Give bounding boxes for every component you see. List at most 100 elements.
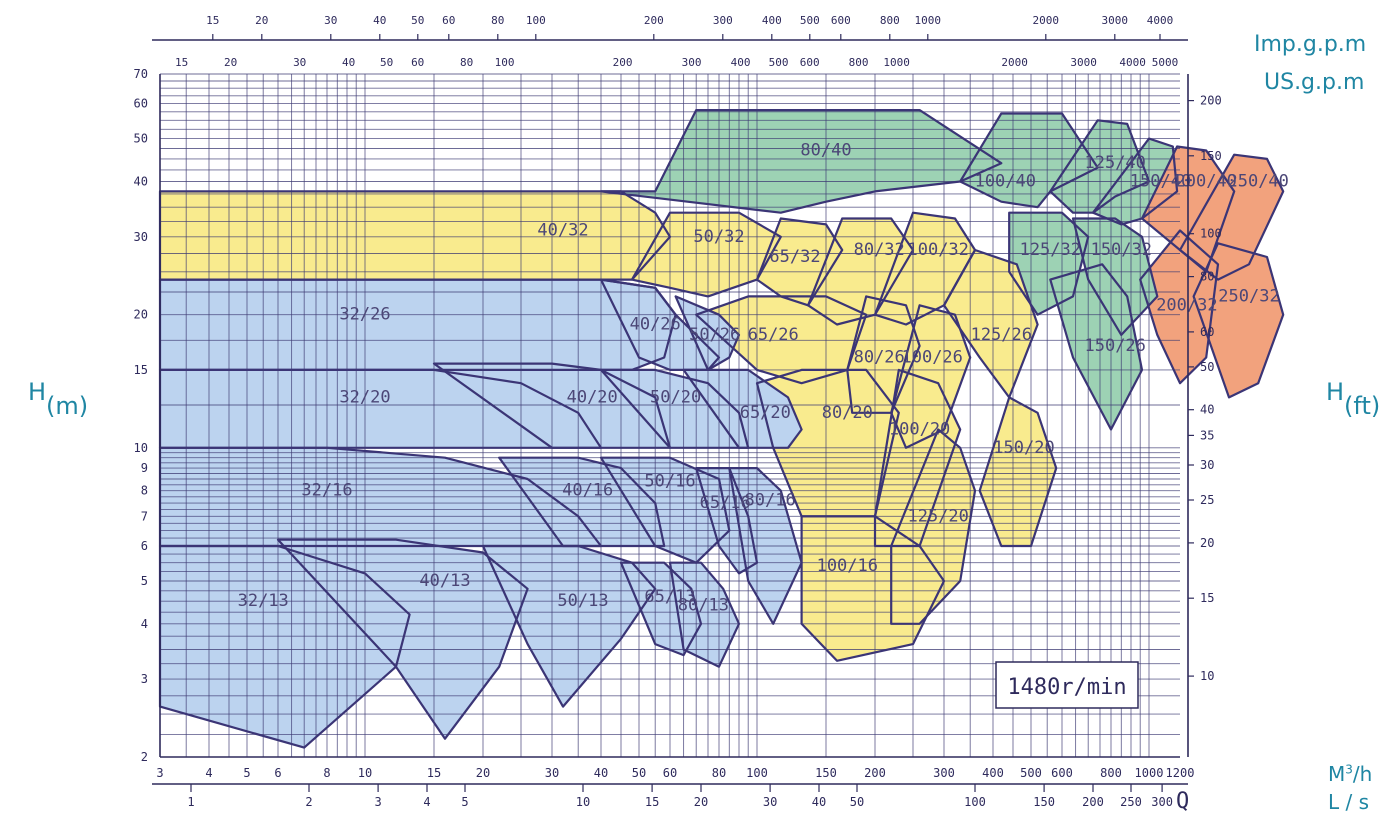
region-40-26-fill [601, 279, 719, 370]
region-125-26-fill [944, 250, 1038, 398]
x-tick-impgpm: 300 [713, 14, 733, 27]
y-tick-m: 9 [141, 461, 148, 475]
head-ft-main: H [1326, 378, 1345, 406]
y-tick-m: 2 [141, 750, 148, 764]
region-label-125-20: 125/20 [907, 506, 968, 526]
region-outlines [158, 108, 1285, 749]
region-125-32-outline [1008, 211, 1090, 316]
region-150-20-fill [979, 397, 1057, 546]
y-tick-ft: 150 [1200, 149, 1222, 163]
y-tick-ft: 30 [1200, 458, 1214, 472]
region-80-20-outline [755, 368, 900, 518]
x-tick-impgpm: 1000 [915, 14, 942, 27]
region-40-32-fill [160, 191, 670, 280]
region-label-80-40: 80/40 [800, 141, 851, 161]
x-tick-ls: 3 [374, 795, 381, 809]
region-150-26-outline [1049, 263, 1144, 431]
region-125-20-outline [890, 428, 977, 625]
region-label-32-13: 32/13 [238, 591, 289, 611]
y-tick-ft: 50 [1200, 360, 1214, 374]
x-tick-ls: 1 [187, 795, 194, 809]
x-tick-m3h: 1200 [1166, 766, 1195, 780]
y-tick-ft: 200 [1200, 94, 1222, 108]
x-tick-impgpm: 100 [526, 14, 546, 27]
x-tick-usgpm: 80 [460, 56, 473, 69]
x-tick-impgpm: 500 [800, 14, 820, 27]
region-label-32-16: 32/16 [301, 481, 352, 501]
region-label-32-20: 32/20 [339, 387, 390, 407]
region-32-13-outline [158, 544, 411, 749]
region-label-250-40: 250/40 [1227, 172, 1288, 192]
x-tick-m3h: 40 [594, 766, 608, 780]
region-50-16-outline [599, 456, 731, 564]
y-tick-m: 50 [134, 132, 148, 146]
x-tick-ls: 40 [812, 795, 826, 809]
imp-gpm-unit: Imp.g.p.m [1254, 32, 1367, 57]
x-tick-impgpm: 4000 [1147, 14, 1174, 27]
region-250-40-outline [1178, 153, 1285, 281]
x-tick-impgpm: 80 [491, 14, 504, 27]
x-tick-m3h: 4 [205, 766, 212, 780]
region-label-40-20: 40/20 [567, 387, 618, 407]
x-tick-ls: 20 [694, 795, 708, 809]
region-label-80-16: 80/16 [745, 491, 796, 511]
region-125-26-outline [942, 248, 1039, 399]
region-80-16-outline [728, 467, 803, 625]
head-ft-sub: (ft) [1344, 392, 1381, 420]
region-label-200-32: 200/32 [1156, 295, 1217, 315]
x-tick-m3h: 3 [156, 766, 163, 780]
region-label-40-16: 40/16 [562, 481, 613, 501]
region-125-40-outline [1049, 119, 1151, 214]
x-tick-m3h: 6 [274, 766, 281, 780]
region-label-80-13: 80/13 [678, 596, 729, 616]
x-tick-usgpm: 500 [769, 56, 789, 69]
region-label-50-32: 50/32 [693, 227, 744, 247]
y-tick-m: 70 [134, 67, 148, 81]
x-tick-usgpm: 20 [224, 56, 237, 69]
x-tick-usgpm: 2000 [1001, 56, 1028, 69]
region-200-32-outline [1139, 229, 1220, 385]
x-tick-m3h: 50 [632, 766, 646, 780]
region-40-26-outline [599, 278, 721, 371]
x-tick-impgpm: 800 [880, 14, 900, 27]
region-label-200-40: 200/40 [1175, 172, 1236, 192]
region-100-20-outline [873, 368, 962, 548]
region-label-65-16: 65/16 [700, 493, 751, 513]
x-tick-m3h: 30 [545, 766, 559, 780]
x-tick-m3h: 15 [427, 766, 441, 780]
region-65-26-outline [695, 295, 868, 385]
region-label-100-26: 100/26 [901, 348, 962, 368]
m3h-main: M [1328, 762, 1346, 786]
region-50-32-outline [630, 211, 782, 298]
region-label-125-32: 125/32 [1020, 240, 1081, 260]
region-label-150-32: 150/32 [1091, 240, 1152, 260]
region-label-40-13: 40/13 [419, 571, 470, 591]
region-label-50-20: 50/20 [650, 387, 701, 407]
head-m-main: H [28, 378, 47, 406]
x-tick-usgpm: 100 [495, 56, 515, 69]
y-tick-ft: 40 [1200, 403, 1214, 417]
y-tick-ft: 60 [1200, 325, 1214, 339]
region-50-13-outline [481, 544, 657, 708]
ls-unit: L / s [1328, 790, 1370, 814]
chart-axes: 2345678910152030405060701015202530354050… [134, 14, 1222, 809]
region-150-32-outline [1071, 217, 1159, 336]
x-tick-impgpm: 60 [442, 14, 455, 27]
x-tick-usgpm: 60 [411, 56, 424, 69]
region-150-20-outline [978, 396, 1058, 548]
region-50-20-outline [599, 368, 750, 449]
y-tick-ft: 15 [1200, 591, 1214, 605]
region-100-32-fill [875, 212, 975, 325]
x-tick-ls: 150 [1033, 795, 1055, 809]
region-label-150-26: 150/26 [1084, 336, 1145, 356]
x-tick-usgpm: 3000 [1070, 56, 1097, 69]
y-tick-m: 30 [134, 230, 148, 244]
us-gpm-unit: US.g.p.m [1264, 70, 1365, 95]
y-tick-m: 6 [141, 539, 148, 553]
x-tick-usgpm: 4000 [1119, 56, 1146, 69]
x-tick-usgpm: 30 [293, 56, 306, 69]
region-label-65-32: 65/32 [769, 247, 820, 267]
region-label-40-32: 40/32 [537, 221, 588, 241]
